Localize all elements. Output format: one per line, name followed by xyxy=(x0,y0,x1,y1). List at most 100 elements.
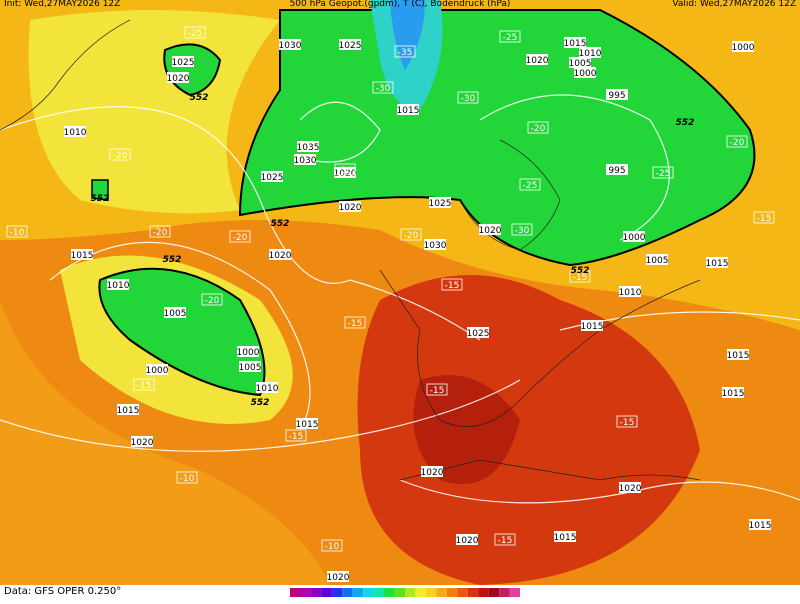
temperature-label-bg xyxy=(229,230,251,243)
scale-swatch xyxy=(509,588,520,597)
temperature-label-bg xyxy=(511,223,533,236)
hot-core xyxy=(413,375,520,484)
isobar-label: 1020 xyxy=(131,438,154,448)
temperature-label-bg xyxy=(457,91,479,104)
temperature-label: -20 xyxy=(205,296,220,306)
isobar-label: 1025 xyxy=(339,41,362,51)
temperature-label-bg xyxy=(652,166,674,179)
geopotential-label: 552 xyxy=(190,93,209,103)
isobar-label-bg xyxy=(424,239,446,250)
temperature-label-bg xyxy=(494,533,516,546)
temperature-label: -20 xyxy=(730,138,745,148)
isobar-label: 1025 xyxy=(429,199,452,209)
geopotential-label: 552 xyxy=(163,255,182,265)
isobar-label-bg xyxy=(554,531,576,542)
temperature-label-bg xyxy=(441,278,463,291)
scale-swatch xyxy=(425,588,437,597)
geopotential-label: 552 xyxy=(91,194,110,204)
isobar-label-bg xyxy=(261,171,283,182)
isobar-label-bg xyxy=(294,154,316,165)
isobar-label-bg xyxy=(581,320,603,331)
temperature-label: -20 xyxy=(233,233,248,243)
isobar-label-bg xyxy=(397,104,419,115)
isobar-label: 1030 xyxy=(279,41,302,51)
valid-label: Valid: Wed,27MAY2026 12Z xyxy=(672,0,796,9)
temperature-label: -15 xyxy=(757,214,772,224)
temperature-label-bg xyxy=(372,81,394,94)
scale-swatch xyxy=(446,588,458,597)
geopotential-label: 552 xyxy=(251,398,270,408)
temperature-label: -25 xyxy=(523,181,538,191)
temperature-label-bg xyxy=(753,211,775,224)
temperature-label: -10 xyxy=(180,474,195,484)
isobar-label-bg xyxy=(429,197,451,208)
isobar-label: 1015 xyxy=(554,533,577,543)
isobar-label-bg xyxy=(172,56,194,67)
cold-region xyxy=(98,267,266,397)
temperature-label-bg xyxy=(201,293,223,306)
temperature-label: -30 xyxy=(515,226,530,236)
isobar-label-bg xyxy=(706,257,728,268)
isobar-label: 1015 xyxy=(727,351,750,361)
isobar-label-bg xyxy=(456,534,478,545)
isobar-label-bg xyxy=(569,57,591,68)
temperature-label: -25 xyxy=(503,33,518,43)
isobar-label-bg xyxy=(269,249,291,260)
temperature-label-bg xyxy=(726,135,748,148)
isobar-label: 1025 xyxy=(261,173,284,183)
isobar-label-bg xyxy=(239,361,261,372)
cold-core xyxy=(390,0,425,70)
temperature-label-bg xyxy=(321,539,343,552)
isobar-label: 1015 xyxy=(722,389,745,399)
isobar-label: 1020 xyxy=(327,573,350,583)
isobar-label: 1005 xyxy=(569,59,592,69)
temperature-label-bg xyxy=(149,225,171,238)
scale-swatch xyxy=(415,588,426,597)
scale-swatch xyxy=(488,588,500,597)
isobar-label: 1010 xyxy=(107,281,130,291)
temperature-label: -10 xyxy=(325,542,340,552)
isobar-label: 1015 xyxy=(296,420,319,430)
isobar-label: 995 xyxy=(608,91,625,101)
temperature-label: -25 xyxy=(656,169,671,179)
isobar-label: 1010 xyxy=(579,49,602,59)
color-scale xyxy=(290,588,520,597)
scale-swatch xyxy=(342,588,353,597)
temperature-label-bg xyxy=(344,316,366,329)
temperature-label: -30 xyxy=(376,84,391,94)
isobar-label-bg xyxy=(574,67,596,78)
cold-region xyxy=(91,179,109,201)
temperature-label: -20 xyxy=(153,228,168,238)
temperature-label: -15 xyxy=(289,432,304,442)
isobar-label-bg xyxy=(646,254,668,265)
isobar-label-bg xyxy=(606,164,628,175)
temperature-label: -35 xyxy=(398,48,413,58)
hot-field xyxy=(357,275,700,585)
isobar-label: 1010 xyxy=(64,128,87,138)
temperature-label: -15 xyxy=(573,273,588,283)
isobar-label: 1005 xyxy=(239,363,262,373)
isobar-label-bg xyxy=(564,37,586,48)
scale-swatch xyxy=(373,588,385,597)
isobar-label-bg xyxy=(279,39,301,50)
temperature-label: -15 xyxy=(430,386,445,396)
geopotential-label: 552 xyxy=(676,118,695,128)
temperature-label-bg xyxy=(499,30,521,43)
isobar-label: 1015 xyxy=(71,251,94,261)
temperature-label-bg xyxy=(133,378,155,391)
isobar-label: 1015 xyxy=(706,259,729,269)
isobar-label: 1015 xyxy=(581,322,604,332)
isobar-label: 1010 xyxy=(619,288,642,298)
isobar-label: 1020 xyxy=(619,484,642,494)
isobar-label-bg xyxy=(749,519,771,530)
isobar-label: 1020 xyxy=(526,56,549,66)
temperature-label: -20 xyxy=(404,231,419,241)
isobar-label: 1035 xyxy=(297,143,320,153)
scale-swatch xyxy=(321,588,332,597)
isobar-label: 1015 xyxy=(397,106,420,116)
isobar-label: 1025 xyxy=(467,329,490,339)
temperature-label-bg xyxy=(426,383,448,396)
isobar-label: 1000 xyxy=(574,69,597,79)
isobar-label-bg xyxy=(339,201,361,212)
